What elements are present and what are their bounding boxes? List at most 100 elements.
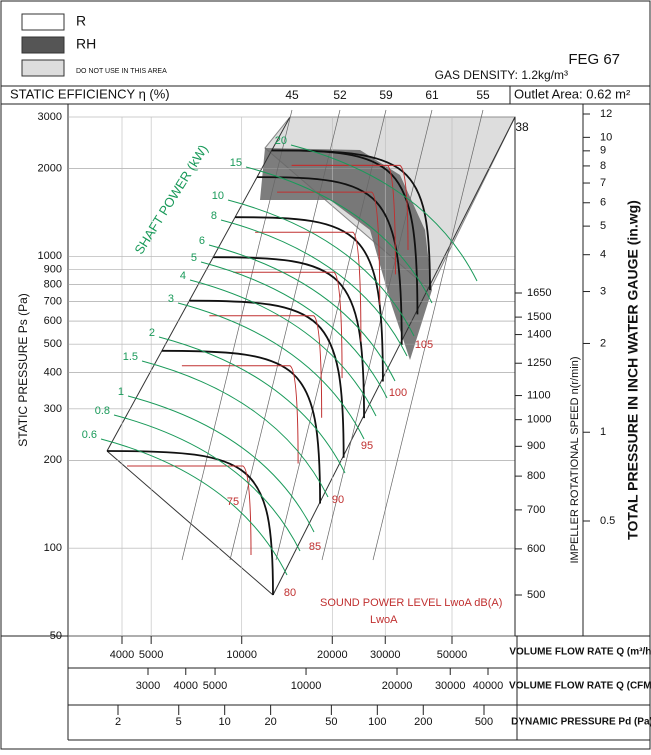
shaft-power-label: 4: [180, 270, 186, 282]
power-line: [189, 279, 377, 417]
x-tick-label: 10000: [226, 649, 257, 661]
power-line: [208, 244, 396, 382]
shaft-power-label: 0.8: [95, 405, 110, 417]
efficiency-line: [275, 109, 387, 561]
y-axis-title: STATIC PRESSURE Ps (Pa): [16, 293, 30, 447]
fan-curve: [271, 149, 431, 291]
x-tick-label: 10: [219, 716, 231, 728]
efficiency-label: 61: [425, 88, 439, 102]
x-tick-label: 2: [115, 716, 121, 728]
boundary: [106, 116, 291, 452]
y2-tick-label: 7: [600, 177, 606, 189]
shaft-power-label: 2: [149, 327, 155, 339]
x-tick-label: 50: [325, 716, 337, 728]
power-line: [100, 438, 288, 576]
flow-cfm-title: VOLUME FLOW RATE Q (CFM): [509, 681, 651, 692]
y2-tick-label: 10: [600, 131, 612, 143]
y2-tick-label: 6: [600, 197, 606, 209]
speed-tick-label: 900: [527, 440, 545, 452]
shaft-power-label: 1: [118, 386, 124, 398]
speed-tick-label: 1400: [527, 328, 551, 340]
speed-tick-label: 1100: [527, 389, 551, 401]
fan-curve-red: [181, 365, 299, 464]
fan-curve-red: [255, 231, 362, 342]
legend-box-r: [21, 13, 65, 31]
legend-rh: RH: [76, 36, 96, 52]
y-tick-label: 3000: [38, 111, 62, 123]
shaft-power-label: 3: [168, 293, 174, 305]
speed-tick-label: 800: [527, 470, 545, 482]
fan-curve-red: [291, 164, 396, 275]
efficiency-label: 55: [476, 88, 490, 102]
speed-tick-label: 1250: [527, 357, 551, 369]
rh-area: [260, 148, 432, 360]
speed-tick-label: 1650: [527, 287, 551, 299]
y-tick-label: 600: [44, 315, 62, 327]
x-tick-label: 200: [414, 716, 432, 728]
y2-tick-label: 0.5: [600, 515, 615, 527]
sound-label: 90: [332, 494, 344, 506]
legend-box-rh: [21, 36, 65, 54]
y-tick-label: 1000: [38, 250, 62, 262]
shaft-power-label: 6: [199, 235, 205, 247]
legend-gray: DO NOT USE IN THIS AREA: [76, 68, 167, 75]
sound-label: 100: [389, 387, 407, 399]
power-line: [220, 219, 408, 357]
x-tick-label: 100: [368, 716, 386, 728]
x-tick-label: 30000: [370, 649, 401, 661]
shaft-power-label: 0.6: [82, 429, 97, 441]
x-tick-label: 40000: [473, 680, 504, 692]
shaft-power-label: 1.5: [123, 351, 138, 363]
x-tick-label: 10000: [291, 680, 322, 692]
boundary: [106, 450, 274, 596]
x-tick-label: 5000: [203, 680, 227, 692]
efficiency-label: 45: [285, 88, 299, 102]
legend-r: R: [76, 13, 86, 29]
efficiency-title: STATIC EFFICIENCY η (%): [10, 86, 170, 101]
y2-tick-label: 8: [600, 160, 606, 172]
y-tick-label: 2000: [38, 162, 62, 174]
y-tick-label: 200: [44, 454, 62, 466]
shaft-power-label: 20: [275, 135, 287, 147]
model: FEG 67: [568, 51, 620, 68]
power-line: [113, 414, 301, 552]
fan-curve-red: [277, 191, 381, 305]
sound-label: 80: [284, 587, 296, 599]
y2-tick-label: 3: [600, 285, 606, 297]
power-line: [127, 395, 315, 533]
efficiency-label: 59: [379, 88, 393, 102]
flow-m3h-title: VOLUME FLOW RATE Q (m³/h): [509, 647, 651, 658]
efficiency-line: [181, 109, 293, 561]
y-tick-label: 50: [50, 630, 62, 642]
y-tick-label: 500: [44, 338, 62, 350]
power-line: [227, 199, 415, 337]
y2-tick-label: 4: [600, 249, 606, 261]
y-tick-label: 100: [44, 542, 62, 554]
speed-tick-label: 1000: [527, 414, 551, 426]
gas-density: GAS DENSITY: 1.2kg/m³: [435, 68, 568, 82]
x-tick-label: 30000: [435, 680, 466, 692]
efficiency-label: 52: [333, 88, 347, 102]
y-tick-label: 900: [44, 264, 62, 276]
boundary: [272, 116, 516, 596]
x-tick-label: 50000: [437, 649, 468, 661]
pd-title: DYNAMIC PRESSURE Pd (Pa): [511, 717, 651, 728]
outlet-area: Outlet Area: 0.62 m²: [514, 86, 631, 101]
y-tick-label: 700: [44, 295, 62, 307]
fan-curve: [161, 349, 321, 504]
x-tick-label: 4000: [174, 680, 198, 692]
x-tick-label: 4000: [110, 649, 134, 661]
y2-tick-label: 2: [600, 337, 606, 349]
sound-title: SOUND POWER LEVEL LwoA dB(A): [320, 597, 502, 609]
sound-label: 105: [415, 339, 433, 351]
x-tick-label: 3000: [136, 680, 160, 692]
shaft-power-label: 10: [212, 190, 224, 202]
efficiency-line: [372, 109, 484, 561]
y2-tick-label: 1: [600, 426, 606, 438]
power-line: [290, 144, 478, 282]
y2-tick-label: 9: [600, 145, 606, 157]
power-line: [141, 360, 329, 498]
fan-curve-red: [291, 164, 409, 251]
fan-curve-red: [127, 465, 252, 556]
